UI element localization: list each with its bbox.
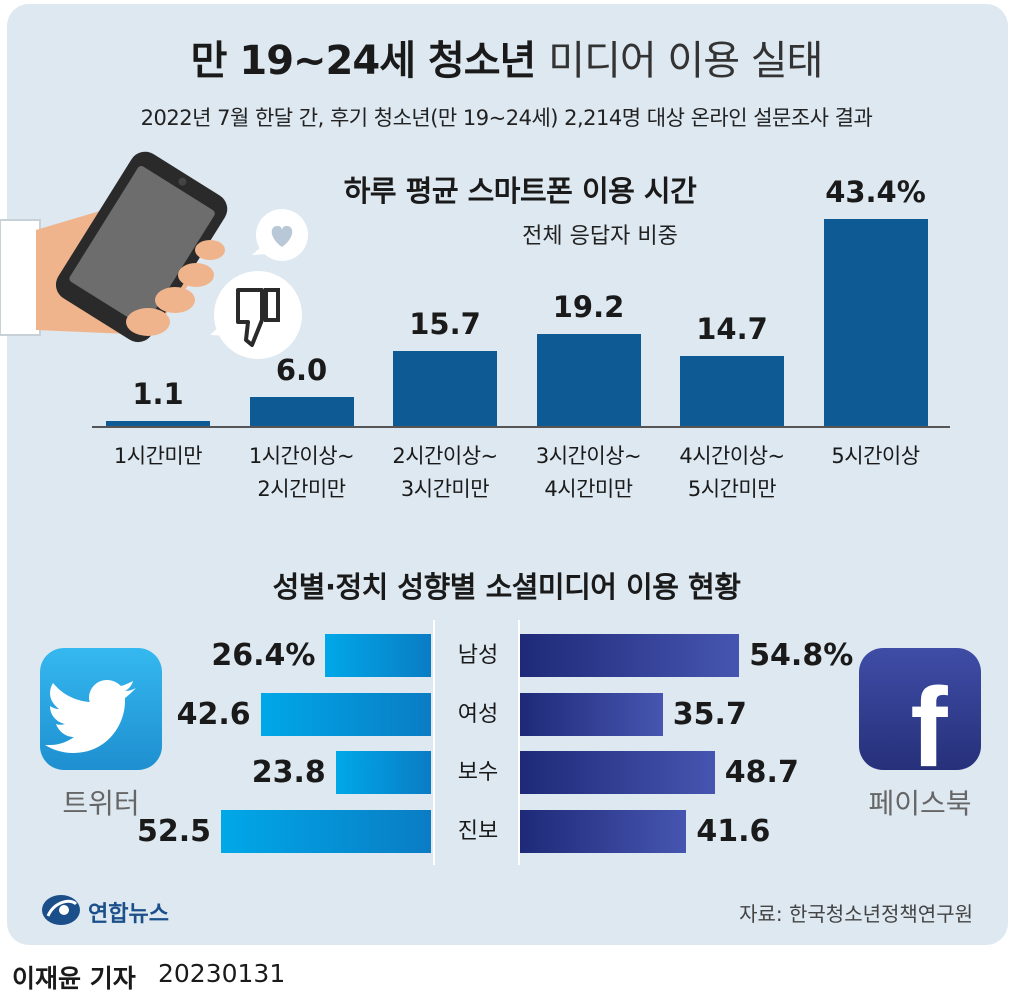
twitter-value-label: 26.4% [211, 638, 316, 673]
shirt-cuff [0, 219, 41, 336]
chart1-subtitle: 전체 응답자 비중 [522, 224, 678, 249]
bar-value-label: 1.1 [132, 376, 184, 411]
x-axis-line [92, 426, 950, 428]
bar-5 [680, 355, 784, 426]
category-label-line: 5시간미만 [687, 477, 777, 501]
facebook-label: 페이스북 [868, 787, 972, 820]
page-subtitle: 2022년 7월 한달 간, 후기 청소년(만 19~24세) 2,214명 대… [140, 106, 873, 130]
bar-1 [106, 420, 210, 426]
category-label-line: 5시간이상 [831, 444, 920, 468]
row-label: 보수 [457, 760, 499, 785]
twitter-value-label: 23.8 [251, 755, 326, 790]
yonhap-logo-icon [42, 895, 80, 925]
title-light: 미디어 이용 실태 [548, 38, 823, 84]
twitter-bar [221, 809, 431, 853]
date: 20230131 [158, 959, 286, 988]
facebook-bar [520, 634, 740, 677]
facebook-f-icon: f [910, 665, 948, 770]
row-label: 여성 [457, 701, 499, 727]
brand-name: 연합뉴스 [88, 902, 169, 927]
category-label: 1시간미만 [83, 440, 233, 473]
facebook-bar [520, 809, 687, 853]
facebook-value-label: 48.7 [724, 755, 799, 790]
chart2-title: 성별·정치 성향별 소셜미디어 이용 현황 [272, 570, 741, 604]
facebook-value-label: 35.7 [672, 696, 747, 732]
category-label-line: 2시간미만 [257, 477, 346, 501]
twitter-value-label: 52.5 [136, 813, 211, 849]
twitter-logo [40, 648, 162, 770]
facebook-bar [520, 692, 663, 736]
twitter-bar [325, 634, 431, 677]
source-note: 자료: 한국청소년정책연구원 [739, 902, 973, 926]
twitter-bird-icon [45, 680, 136, 753]
page-title: 만 19~24세 청소년 미디어 이용 실태 [0, 28, 1013, 86]
category-label-line: 1시간미만 [113, 444, 203, 468]
row-label: 남성 [457, 643, 499, 668]
bar-4 [536, 334, 641, 426]
category-label-line: 1시간이상~ [248, 444, 355, 468]
twitter-bar [260, 692, 431, 736]
divider-right [518, 620, 520, 865]
category-label: 4시간이상~ 5시간미만 [657, 440, 807, 506]
author: 이재윤 기자 [12, 964, 136, 993]
smartphone-icon [55, 151, 228, 343]
bar-value-label: 6.0 [275, 353, 328, 388]
bar-value-label: 15.7 [409, 307, 481, 342]
category-label-line: 3시간미만 [400, 477, 490, 501]
bar-value-label: 19.2 [552, 290, 625, 325]
bar-2 [249, 397, 354, 426]
category-label-line: 3시간이상~ [535, 444, 642, 468]
facebook-bar [520, 751, 715, 794]
category-label-line: 2시간이상~ [392, 444, 498, 468]
heart-bubble-icon [252, 209, 308, 261]
category-label-line: 4시간미만 [544, 477, 633, 501]
bar-6 [823, 219, 928, 426]
bar-value-label: 43.4% [825, 175, 926, 209]
divider-left [433, 620, 435, 865]
twitter-label: 트위터 [62, 787, 140, 820]
twitter-value-label: 42.6 [176, 696, 251, 732]
facebook-logo: f [859, 648, 981, 770]
category-label: 3시간이상~ 4시간미만 [514, 440, 664, 506]
category-label: 1시간이상~ 2시간미만 [227, 440, 377, 506]
bar-3 [393, 351, 497, 426]
facebook-value-label: 41.6 [696, 813, 771, 849]
bar-value-label: 14.7 [696, 311, 768, 346]
category-label: 5시간이상 [801, 440, 951, 473]
category-label: 2시간이상~ 3시간미만 [370, 440, 520, 506]
background-panel [7, 4, 1008, 945]
row-label: 진보 [457, 818, 499, 844]
fingers [126, 240, 225, 336]
facebook-value-label: 54.8% [749, 638, 854, 673]
thumbs-down-bubble-icon [210, 271, 302, 359]
title-bold: 만 19~24세 청소년 [190, 38, 537, 84]
twitter-bar [335, 751, 431, 794]
chart1-title: 하루 평균 스마트폰 이용 시간 [343, 174, 697, 208]
category-label-line: 4시간이상~ [679, 444, 785, 468]
phone-hand-illustration [0, 151, 308, 359]
